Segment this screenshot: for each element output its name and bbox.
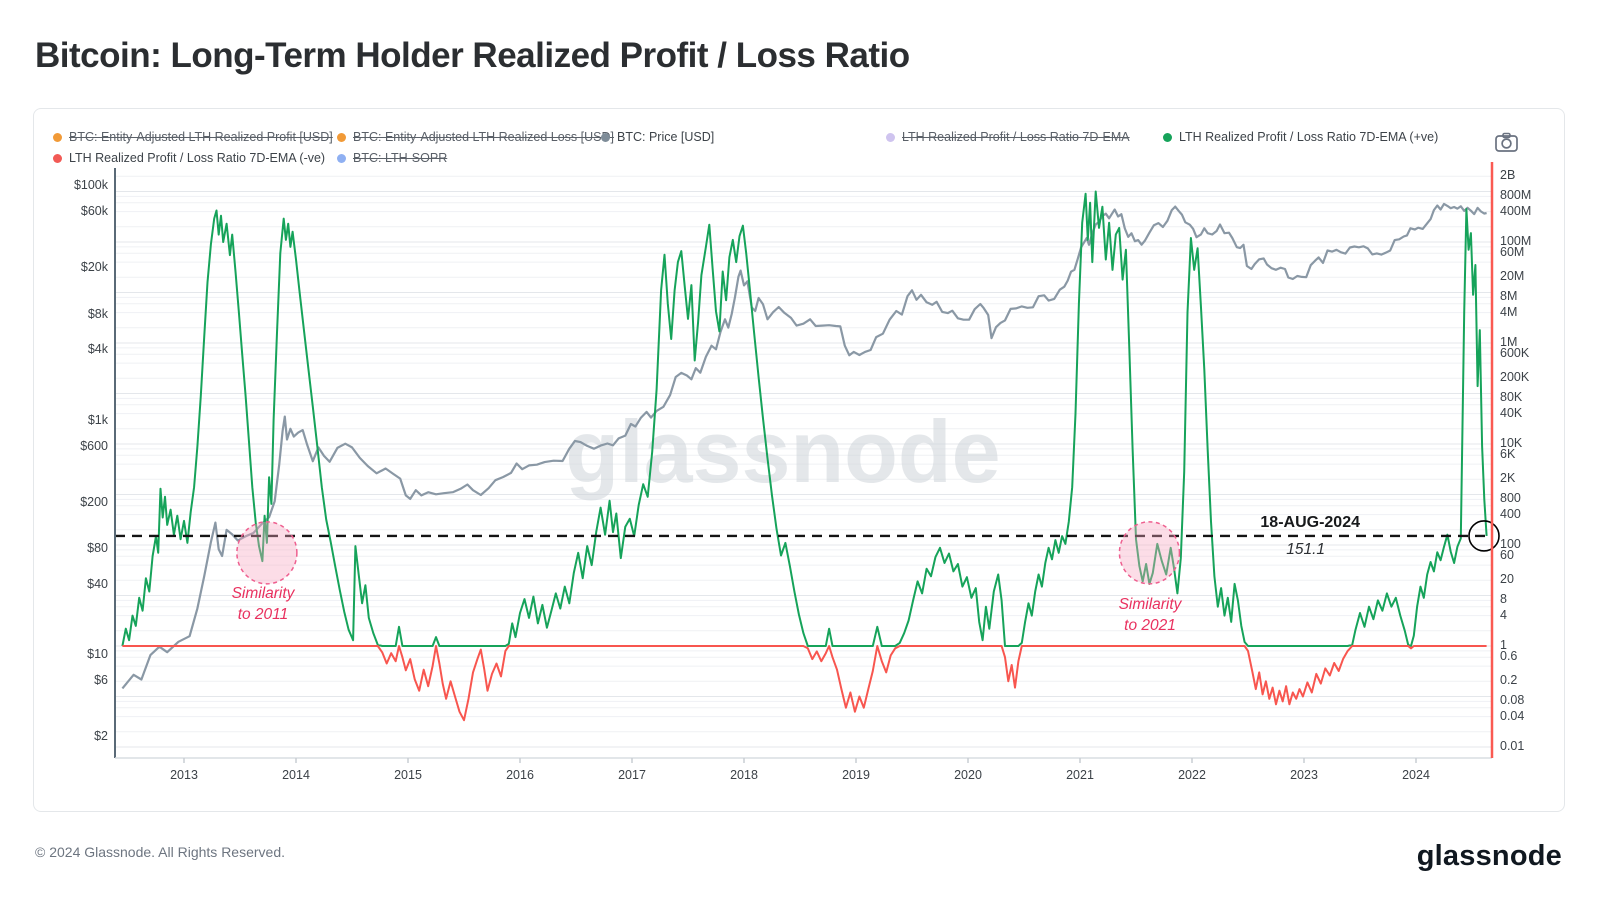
y-left-tick-label: $60k	[80, 204, 108, 219]
y-right-tick-label: 10K	[1500, 436, 1523, 450]
legend-label: LTH Realized Profit / Loss Ratio 7D-EMA …	[69, 151, 326, 165]
legend-dot-icon	[1163, 132, 1172, 142]
x-axis-tick-label: 2018	[730, 768, 758, 782]
y-right-tick-label: 2K	[1500, 471, 1516, 486]
y-right-tick-label: 800	[1500, 491, 1521, 506]
y-right-tick-label: 60M	[1500, 245, 1525, 260]
y-right-tick-label: 60	[1500, 548, 1514, 563]
y-right-tick-label: 0.6	[1500, 649, 1518, 664]
y-right-tick-label: 800M	[1500, 188, 1532, 203]
x-axis-tick-label: 2017	[618, 768, 646, 782]
y-right-tick-label: 6K	[1500, 447, 1516, 462]
y-left-tick-label: $4k	[87, 341, 108, 356]
camera-icon	[1495, 132, 1518, 152]
y-right-tick-label: 0.04	[1500, 708, 1525, 723]
watermark-text: glassnode	[565, 402, 1000, 501]
x-axis-tick-label: 2022	[1178, 768, 1206, 782]
x-axis-tick-label: 2021	[1066, 768, 1094, 782]
y-right-tick-label: 200K	[1500, 370, 1530, 385]
y-left-tick-label: $100k	[73, 178, 108, 192]
y-right-tick-label: 4M	[1500, 304, 1518, 319]
y-right-tick-label: 2B	[1500, 168, 1516, 183]
y-right-tick-label: 0.01	[1500, 739, 1525, 753]
x-axis-tick-label: 2023	[1290, 768, 1318, 782]
similarity-2021-line2: to 2021	[1124, 617, 1176, 634]
legend-dot-icon	[53, 153, 62, 163]
camera-button[interactable]	[1494, 131, 1520, 153]
y-right-tick-label: 1M	[1500, 335, 1518, 349]
y-right-tick-label: 0.08	[1500, 693, 1525, 708]
legend-label: BTC: Price [USD]	[617, 130, 715, 144]
y-left-tick-label: $20k	[80, 259, 108, 274]
x-axis-tick-label: 2014	[282, 768, 310, 782]
y-right-tick-label: 20	[1500, 572, 1514, 587]
similarity-2021-line1: Similarity	[1118, 596, 1182, 613]
y-right-tick-label: 1	[1500, 638, 1507, 652]
highlight-date-label: 18-AUG-2024	[1260, 514, 1360, 531]
legend-item-lth-ratio-7d-ema-negative[interactable]: LTH Realized Profit / Loss Ratio 7D-EMA …	[53, 150, 325, 166]
legend-item-lth-ratio-7d-ema-positive[interactable]: LTH Realized Profit / Loss Ratio 7D-EMA …	[1163, 129, 1438, 145]
legend-label: BTC: Entity-Adjusted LTH Realized Profit…	[69, 130, 333, 144]
similarity-2021-annotation: Similarity to 2021	[1060, 594, 1240, 636]
y-left-tick-label: $600	[80, 438, 108, 453]
legend-item-lth-ratio-7d-ema[interactable]: LTH Realized Profit / Loss Ratio 7D-EMA	[886, 129, 1130, 145]
y-left-tick-label: $200	[80, 494, 108, 509]
x-axis-tick-label: 2015	[394, 768, 422, 782]
x-axis-tick-label: 2024	[1402, 768, 1430, 782]
y-right-tick-label: 80K	[1500, 390, 1523, 405]
legend-dot-icon	[337, 153, 346, 163]
legend-item-btc-lth-sopr[interactable]: BTC: LTH-SOPR	[337, 150, 447, 166]
legend-label: BTC: Entity-Adjusted LTH Realized Loss […	[353, 130, 614, 144]
y-right-tick-label: 20M	[1500, 269, 1525, 284]
legend-label: BTC: LTH-SOPR	[353, 151, 448, 165]
legend-item-lth-realized-loss-usd[interactable]: BTC: Entity-Adjusted LTH Realized Loss […	[337, 129, 614, 145]
similarity-2011-line1: Similarity	[231, 585, 295, 602]
btc-price-line	[121, 202, 1487, 690]
y-right-tick-label: 100	[1500, 537, 1521, 551]
legend-dot-icon	[53, 132, 62, 142]
y-right-tick-label: 100M	[1500, 234, 1532, 248]
legend-dot-icon	[886, 132, 895, 142]
y-left-tick-label: $8k	[87, 306, 108, 321]
similarity-to-2021-circle	[1118, 521, 1181, 585]
legend-dot-icon	[337, 132, 346, 142]
x-axis-tick-label: 2016	[506, 768, 534, 782]
legend-dot-icon	[601, 132, 610, 142]
y-left-tick-label: $10	[87, 647, 108, 662]
legend-item-btc-price[interactable]: BTC: Price [USD]	[601, 129, 714, 145]
y-right-tick-label: 400	[1500, 506, 1521, 521]
copyright-text: © 2024 Glassnode. All Rights Reserved.	[35, 844, 286, 860]
y-left-tick-label: $80	[87, 541, 108, 556]
x-axis-tick-label: 2019	[842, 768, 870, 782]
lth-ratio-positive-line	[121, 190, 1488, 647]
y-right-tick-label: 400M	[1500, 203, 1532, 218]
legend-item-lth-realized-profit-usd[interactable]: BTC: Entity-Adjusted LTH Realized Profit…	[53, 129, 333, 145]
x-axis-tick-label: 2013	[170, 768, 198, 782]
y-left-tick-label: $1k	[87, 412, 108, 427]
y-right-tick-label: 40K	[1500, 405, 1523, 420]
x-axis-tick-label: 2020	[954, 768, 982, 782]
lth-ratio-negative-line	[122, 645, 1487, 722]
highlight-value-label: 151.1	[1286, 541, 1325, 558]
y-left-tick-label: $6	[94, 673, 108, 688]
y-right-tick-label: 8	[1500, 592, 1507, 607]
y-right-tick-label: 0.2	[1500, 673, 1518, 688]
y-right-tick-label: 600K	[1500, 346, 1530, 361]
similarity-2011-line2: to 2011	[237, 606, 289, 623]
similarity-to-2011-circle	[236, 521, 298, 585]
y-right-tick-label: 8M	[1500, 289, 1518, 304]
y-right-tick-label: 4	[1500, 607, 1507, 622]
similarity-2011-annotation: Similarity to 2011	[173, 583, 353, 625]
highlight-end-ring	[1468, 520, 1500, 552]
legend-label: LTH Realized Profit / Loss Ratio 7D-EMA	[902, 130, 1130, 144]
legend-label: LTH Realized Profit / Loss Ratio 7D-EMA …	[1179, 130, 1439, 144]
glassnode-logo: glassnode	[1416, 840, 1562, 872]
page-title: Bitcoin: Long-Term Holder Realized Profi…	[35, 36, 910, 75]
y-left-tick-label: $40	[87, 576, 108, 591]
y-left-tick-label: $2	[94, 729, 108, 744]
